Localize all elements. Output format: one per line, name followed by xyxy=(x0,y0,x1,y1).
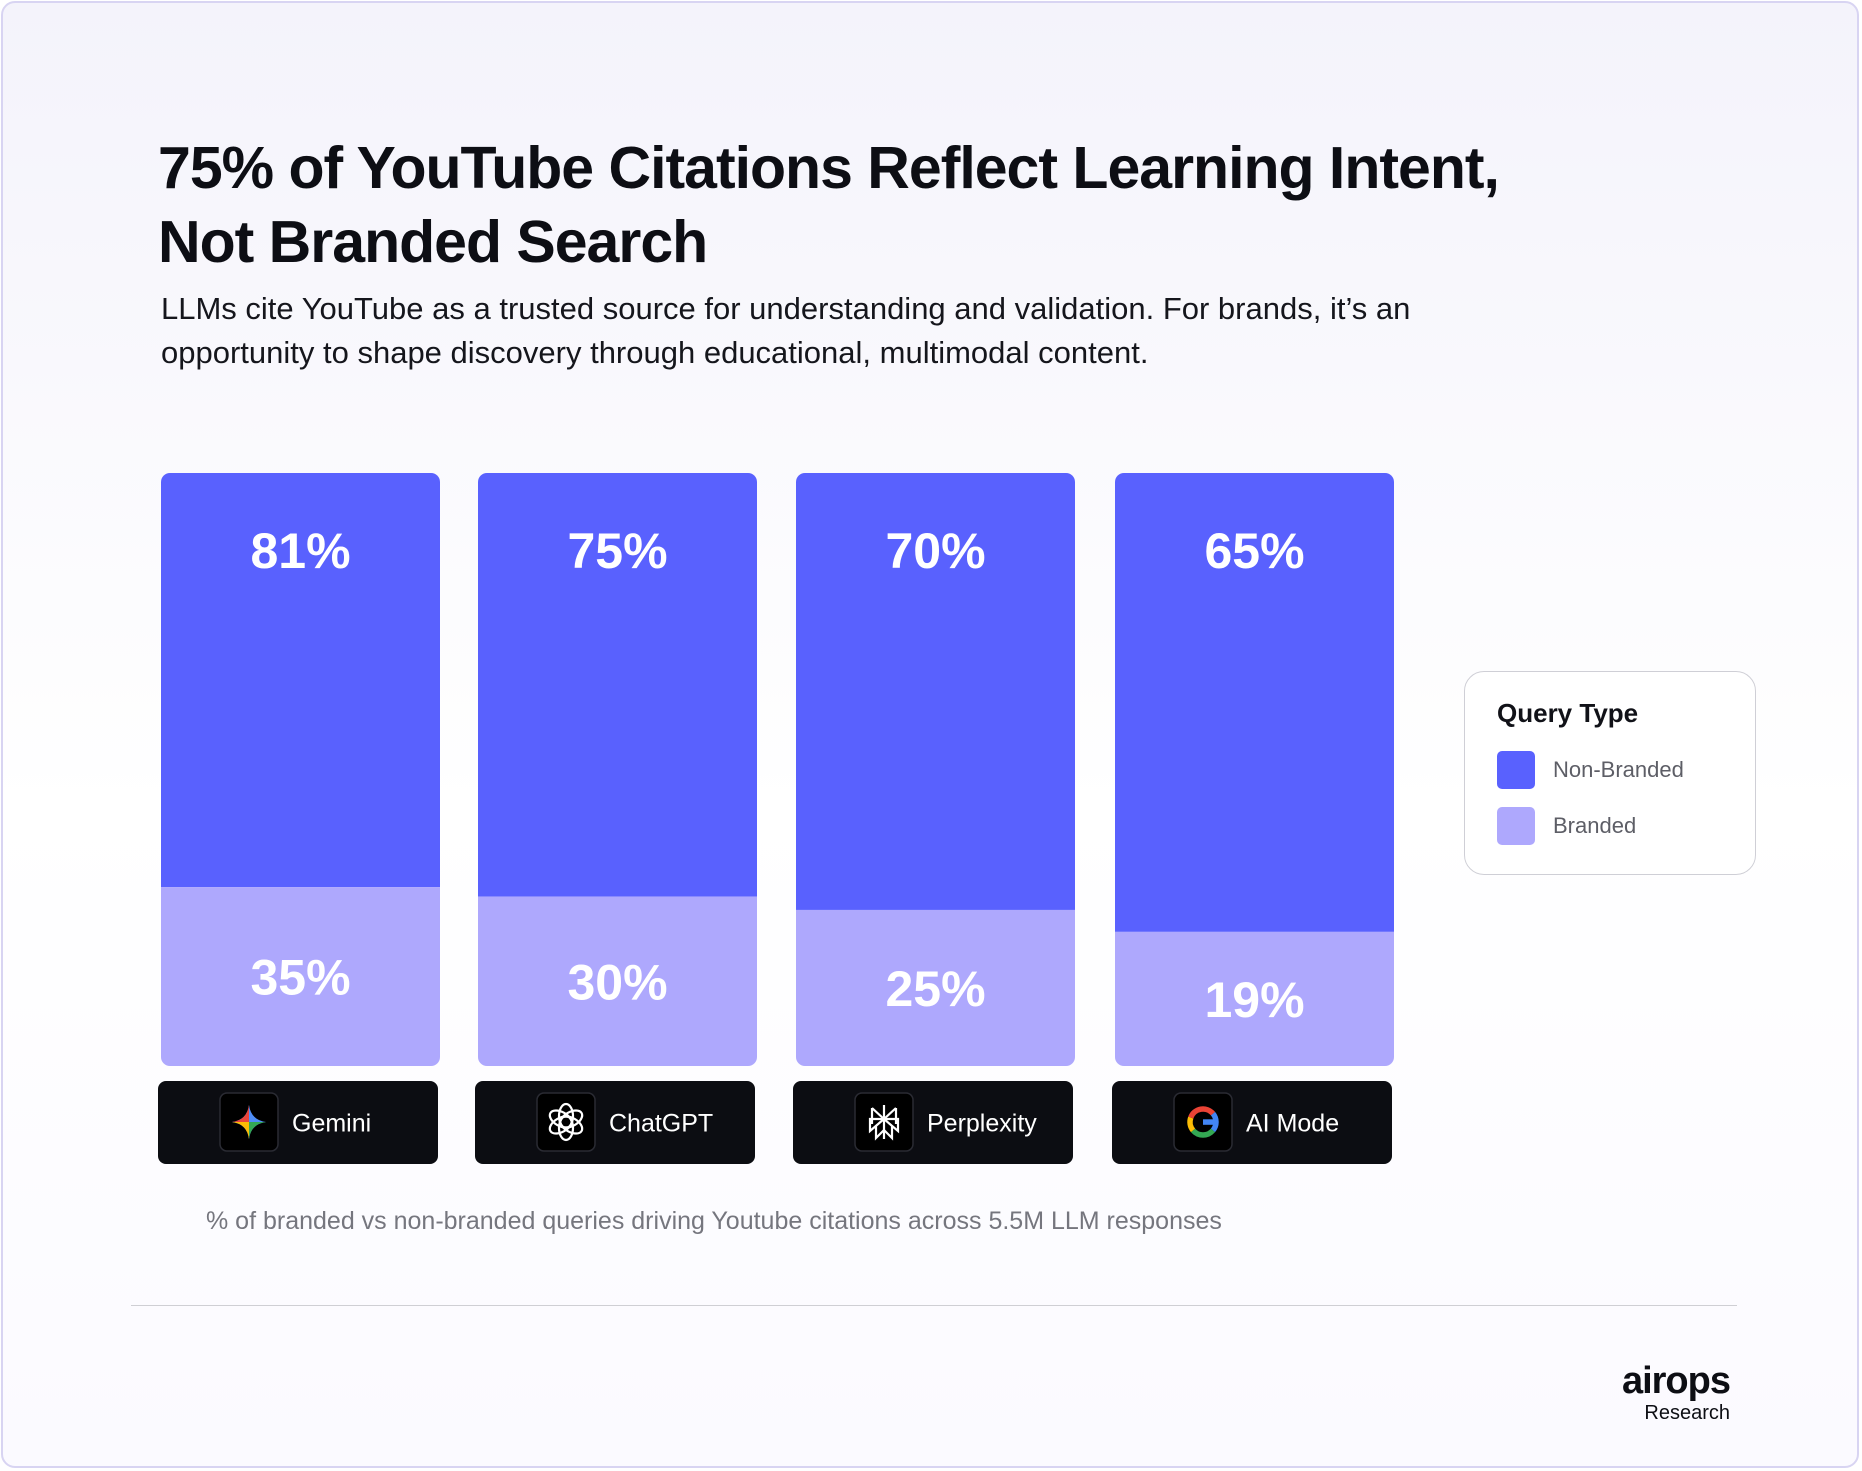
gemini-star-green xyxy=(249,1122,266,1139)
platform-name-gemini: Gemini xyxy=(292,1110,371,1138)
platform-name-chatgpt: ChatGPT xyxy=(609,1110,713,1138)
logo-tagline: Research xyxy=(1644,1402,1730,1424)
chart-subtitle: LLMs cite YouTube as a trusted source fo… xyxy=(161,291,1411,370)
bar-branded-perplexity xyxy=(796,909,1075,1066)
google-arc-red xyxy=(1188,1106,1216,1119)
bar-branded-gemini xyxy=(161,887,440,1066)
legend-label-branded: Branded xyxy=(1553,813,1637,838)
bar-label-non-branded-chatgpt: 75% xyxy=(567,523,667,579)
bar-non-branded-chatgpt xyxy=(478,473,757,897)
bar-label-non-branded-gemini: 81% xyxy=(250,523,350,579)
bar-group-perplexity: 70% 25% Perplexity xyxy=(793,473,1075,1164)
bar-label-branded-perplexity: 25% xyxy=(885,961,985,1017)
bar-segments-ai-mode xyxy=(1115,473,1394,1066)
divider xyxy=(131,1305,1737,1306)
platform-name-perplexity: Perplexity xyxy=(927,1110,1037,1138)
legend: Query Type Non-Branded Branded xyxy=(1464,671,1756,875)
icon-tile-chatgpt xyxy=(536,1092,596,1152)
bar-branded-ai-mode xyxy=(1115,931,1394,1066)
gemini-icon xyxy=(232,1105,266,1139)
legend-swatch-non-branded xyxy=(1497,751,1535,789)
bar-group-gemini: 81% 35% Gemini xyxy=(158,473,440,1164)
bar-non-branded-gemini xyxy=(161,473,440,888)
bar-label-branded-gemini: 35% xyxy=(250,950,350,1006)
bar-branded-chatgpt xyxy=(478,896,757,1066)
platform-name-ai-mode: AI Mode xyxy=(1246,1110,1339,1138)
chatgpt-icon xyxy=(548,1102,584,1142)
gemini-star-red xyxy=(232,1105,249,1122)
chatgpt-petal xyxy=(548,1109,573,1129)
airops-logo: airops Research xyxy=(1621,1360,1731,1425)
bar-segments-gemini xyxy=(161,473,440,1066)
google-icon xyxy=(1187,1106,1219,1138)
bar-group-chatgpt: 75% 30% ChatGPT xyxy=(475,473,757,1164)
bar-label-branded-chatgpt: 30% xyxy=(567,954,667,1010)
legend-title: Query Type xyxy=(1497,698,1639,728)
google-arc-green xyxy=(1190,1128,1216,1138)
legend-swatch-branded xyxy=(1497,807,1535,845)
chart-footnote: % of branded vs non-branded queries driv… xyxy=(206,1207,1222,1235)
logo-wordmark: airops xyxy=(1621,1360,1731,1402)
chart-title: 75% of YouTube Citations Reflect Learnin… xyxy=(158,135,1500,275)
legend-label-non-branded: Non-Branded xyxy=(1553,757,1684,782)
bar-group-ai-mode: 65% 19% AI Mode xyxy=(1112,473,1394,1164)
bar-non-branded-perplexity xyxy=(796,473,1075,910)
bar-label-non-branded-ai-mode: 65% xyxy=(1204,523,1304,579)
perplexity-icon xyxy=(868,1105,900,1141)
google-bar xyxy=(1203,1119,1219,1125)
perplexity-bottom xyxy=(868,1117,900,1141)
bar-non-branded-ai-mode xyxy=(1115,473,1394,932)
bar-segments-perplexity xyxy=(796,473,1075,1066)
google-arc-yellow xyxy=(1187,1116,1196,1133)
bar-label-branded-ai-mode: 19% xyxy=(1204,972,1304,1028)
stacked-bar-chart: 81% 35% Gemini 75% 30% ChatGPT 70% 25% Perplexit… xyxy=(158,473,1394,1164)
gemini-star-yellow xyxy=(232,1122,249,1139)
bar-segments-chatgpt xyxy=(478,473,757,1066)
bar-label-non-branded-perplexity: 70% xyxy=(885,523,985,579)
